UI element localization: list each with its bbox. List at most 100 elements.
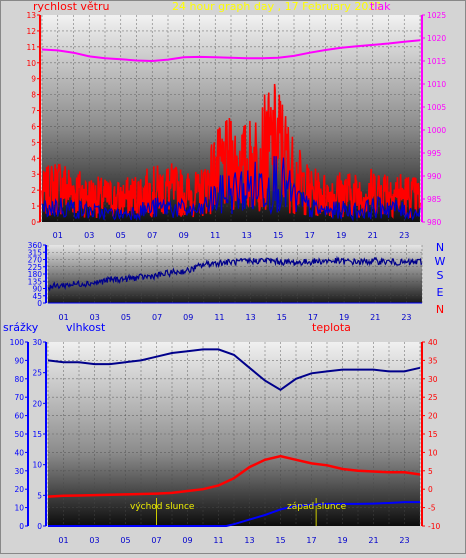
compass-s: S bbox=[437, 269, 444, 282]
pressure-label: tlak bbox=[370, 0, 391, 13]
temperature-label: teplota bbox=[312, 321, 351, 334]
sunrise-label: východ slunce bbox=[130, 502, 195, 512]
pressure-tick-label: 1025 bbox=[427, 11, 446, 20]
compass-n-bottom: N bbox=[436, 303, 444, 316]
compass-n-top: N bbox=[436, 241, 444, 254]
hour-tick-label: 13 bbox=[242, 231, 252, 240]
temperature-tick-label: -5 bbox=[428, 504, 436, 513]
pressure-tick-label: 1005 bbox=[427, 103, 446, 112]
humidity-scale-tick-label: 0 bbox=[37, 522, 42, 531]
wind-speed-tick-label: 0 bbox=[31, 218, 36, 227]
humidity-scale-tick-label: 20 bbox=[32, 399, 42, 408]
temperature-tick-label: 15 bbox=[428, 430, 438, 439]
hour-tick-label: 13 bbox=[244, 536, 254, 545]
hour-tick-label: 03 bbox=[90, 313, 100, 322]
sunset-label: západ slunce bbox=[287, 502, 347, 512]
pressure-tick-label: 980 bbox=[427, 218, 442, 227]
hour-tick-label: 21 bbox=[370, 313, 380, 322]
precip-label: srážky bbox=[3, 321, 39, 334]
wind-direction-tick-label: 270 bbox=[28, 256, 43, 265]
hour-tick-label: 19 bbox=[337, 536, 347, 545]
pressure-tick-label: 985 bbox=[427, 195, 442, 204]
temperature-tick-label: -10 bbox=[428, 522, 440, 531]
temperature-tick-label: 30 bbox=[428, 375, 438, 384]
precip-tick-label: 80 bbox=[14, 375, 24, 384]
wind-direction-tick-label: 90 bbox=[32, 285, 42, 294]
humidity-scale-tick-label: 15 bbox=[32, 430, 42, 439]
hour-tick-label: 01 bbox=[58, 313, 68, 322]
wind-direction-tick-label: 360 bbox=[28, 241, 43, 250]
humidity-scale-tick-label: 25 bbox=[32, 369, 42, 378]
hour-tick-label: 17 bbox=[305, 231, 315, 240]
hour-tick-label: 15 bbox=[273, 231, 283, 240]
wind-speed-tick-label: 4 bbox=[31, 154, 36, 163]
wind-direction-tick-label: 225 bbox=[28, 263, 43, 272]
hour-tick-label: 11 bbox=[213, 536, 223, 545]
pressure-series bbox=[41, 39, 421, 63]
hour-tick-label: 09 bbox=[183, 313, 193, 322]
hour-tick-label: 23 bbox=[401, 313, 411, 322]
wind-average-series bbox=[41, 156, 421, 222]
hour-tick-label: 07 bbox=[151, 536, 161, 545]
precip-tick-label: 50 bbox=[14, 430, 24, 439]
hour-tick-label: 03 bbox=[84, 231, 94, 240]
wind-speed-label: rychlost větru bbox=[33, 0, 109, 13]
temperature-tick-label: 20 bbox=[428, 412, 438, 421]
precip-tick-label: 10 bbox=[14, 504, 24, 513]
humidity-series bbox=[47, 348, 421, 391]
temperature-series bbox=[47, 454, 421, 498]
wind-speed-tick-label: 9 bbox=[31, 75, 36, 84]
wind-direction-tick-label: 180 bbox=[28, 270, 43, 279]
wind-direction-series bbox=[47, 255, 423, 292]
wind-speed-tick-label: 2 bbox=[31, 186, 36, 195]
temperature-tick-label: 10 bbox=[428, 448, 438, 457]
humidity-label: vlhkost bbox=[66, 321, 106, 334]
temperature-tick-label: 35 bbox=[428, 356, 438, 365]
precip-tick-label: 20 bbox=[14, 485, 24, 494]
wind-speed-tick-label: 13 bbox=[26, 11, 36, 20]
wind-speed-tick-label: 12 bbox=[26, 27, 36, 36]
hour-tick-label: 05 bbox=[121, 313, 131, 322]
precip-tick-label: 60 bbox=[14, 412, 24, 421]
precip-tick-label: 90 bbox=[14, 356, 24, 365]
wind-speed-tick-label: 5 bbox=[31, 138, 36, 147]
hour-tick-label: 09 bbox=[179, 231, 189, 240]
hour-tick-label: 17 bbox=[308, 313, 318, 322]
hour-tick-label: 11 bbox=[210, 231, 220, 240]
wind-direction-tick-label: 135 bbox=[28, 277, 43, 286]
pressure-tick-label: 1010 bbox=[427, 80, 446, 89]
temperature-tick-label: 5 bbox=[428, 467, 433, 476]
wind-direction-tick-label: 0 bbox=[37, 299, 42, 308]
hour-tick-label: 23 bbox=[399, 231, 409, 240]
hour-tick-label: 19 bbox=[336, 231, 346, 240]
humidity-scale-tick-label: 5 bbox=[37, 491, 42, 500]
compass-e: E bbox=[437, 286, 444, 299]
wind-gust-series bbox=[41, 83, 421, 219]
wind-speed-tick-label: 1 bbox=[31, 202, 36, 211]
hour-tick-label: 07 bbox=[147, 231, 157, 240]
wind-speed-tick-label: 6 bbox=[31, 122, 36, 131]
pressure-tick-label: 990 bbox=[427, 172, 442, 181]
pressure-tick-label: 1015 bbox=[427, 57, 446, 66]
wind-direction-tick-label: 315 bbox=[28, 248, 43, 257]
wind-speed-tick-label: 11 bbox=[26, 43, 36, 52]
wind-speed-tick-label: 8 bbox=[31, 91, 36, 100]
wind-speed-tick-label: 10 bbox=[26, 59, 36, 68]
precipitation-series bbox=[48, 501, 420, 527]
hour-tick-label: 19 bbox=[339, 313, 349, 322]
wind-direction-tick-label: 45 bbox=[32, 292, 42, 301]
hour-tick-label: 07 bbox=[152, 313, 162, 322]
hour-tick-label: 05 bbox=[116, 231, 126, 240]
precip-tick-label: 100 bbox=[10, 338, 25, 347]
humidity-scale-tick-label: 10 bbox=[32, 461, 42, 470]
precip-tick-label: 30 bbox=[14, 467, 24, 476]
hour-tick-label: 05 bbox=[120, 536, 130, 545]
hour-tick-label: 15 bbox=[275, 536, 285, 545]
precip-tick-label: 70 bbox=[14, 393, 24, 402]
precip-tick-label: 0 bbox=[19, 522, 24, 531]
temperature-tick-label: 25 bbox=[428, 393, 438, 402]
humidity-scale-tick-label: 30 bbox=[32, 338, 42, 347]
pressure-tick-label: 1020 bbox=[427, 34, 446, 43]
